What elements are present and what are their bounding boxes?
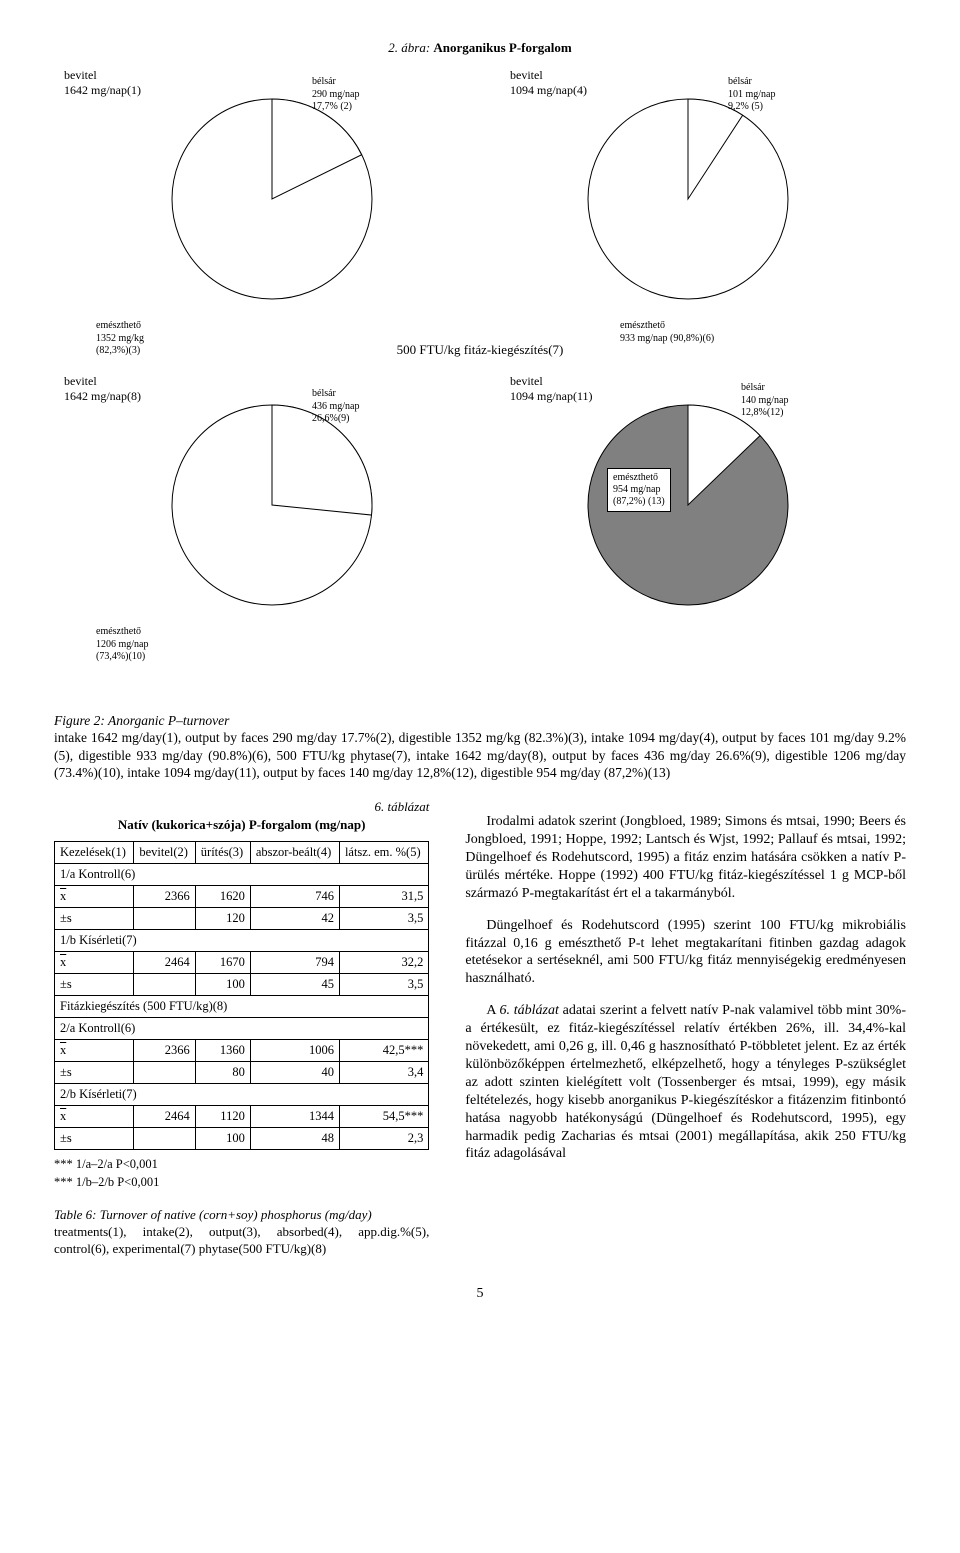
th-urites: ürítés(3): [195, 842, 250, 864]
table-eng-caption-body: treatments(1), intake(2), output(3), abs…: [54, 1224, 429, 1256]
pie1-slice-label: bélsár290 mg/nap17,7% (2): [312, 76, 360, 114]
pie1-svg: [157, 84, 387, 314]
figure-title: 2. ábra: Anorganikus P-forgalom: [54, 40, 906, 56]
figure-eng-caption-body: intake 1642 mg/day(1), output by faces 2…: [54, 730, 906, 780]
group-2b: 2/b Kísérleti(7): [55, 1084, 429, 1106]
pie1-top-label: bevitel1642 mg/nap(1): [64, 68, 141, 98]
pie-row-2: bevitel1642 mg/nap(8) bélsár436 mg/nap26…: [54, 368, 906, 620]
table-row: x 2464 1670 794 32,2: [55, 952, 429, 974]
table-eng-caption: Table 6: Turnover of native (corn+soy) p…: [54, 1207, 429, 1258]
th-bevitel: bevitel(2): [134, 842, 195, 864]
pie-block-4: bevitel1094 mg/nap(11) bélsár140 mg/nap1…: [480, 368, 896, 620]
table-row: 2/b Kísérleti(7): [55, 1084, 429, 1106]
table-caption-num: 6. táblázat: [54, 799, 429, 815]
pie3-top-label: bevitel1642 mg/nap(8): [64, 374, 141, 404]
right-para-2-rest: adatai szerint a felvett natív P-nak val…: [465, 1003, 906, 1161]
two-column-section: 6. táblázat Natív (kukorica+szója) P-for…: [54, 799, 906, 1258]
page-number: 5: [54, 1286, 906, 1302]
pie-block-3: bevitel1642 mg/nap(8) bélsár436 mg/nap26…: [64, 368, 480, 620]
pie-block-2: bevitel1094 mg/nap(4) bélsár101 mg/nap9,…: [480, 62, 896, 314]
right-para-2-ital: 6. táblázat: [499, 1003, 558, 1018]
pie2-svg: [573, 84, 803, 314]
right-para-2: A 6. táblázat adatai szerint a felvett n…: [465, 1002, 906, 1163]
table-row: ±s 100 48 2,3: [55, 1128, 429, 1150]
th-abszor: abszor-beált(4): [250, 842, 339, 864]
table-header-row: Kezelések(1) bevitel(2) ürítés(3) abszor…: [55, 842, 429, 864]
sig-note-2: *** 1/b–2/b P<0,001: [54, 1174, 429, 1192]
sig-note-1: *** 1/a–2/a P<0,001: [54, 1156, 429, 1174]
pie4-wrap: bélsár140 mg/nap12,8%(12) emészthető954 …: [573, 390, 803, 620]
right-para-1a: Irodalmi adatok szerint (Jongbloed, 1989…: [465, 813, 906, 903]
right-para-1b: Düngelhoef és Rodehutscord (1995) szerin…: [465, 917, 906, 989]
pie2-wrap: bélsár101 mg/nap9,2% (5): [573, 84, 803, 314]
group-mid: Fitázkiegészítés (500 FTU/kg)(8): [55, 996, 429, 1018]
table-row: ±s 80 40 3,4: [55, 1062, 429, 1084]
pie1-wrap: bélsár290 mg/nap17,7% (2): [157, 84, 387, 314]
pie2-big-label: emészthető933 mg/nap (90,8%)(6): [620, 320, 820, 345]
left-column: 6. táblázat Natív (kukorica+szója) P-for…: [54, 799, 429, 1258]
table-eng-caption-title: Table 6: Turnover of native (corn+soy) p…: [54, 1207, 372, 1222]
th-latsz: látsz. em. %(5): [339, 842, 428, 864]
figure-eng-caption: Figure 2: Anorganic P–turnover intake 16…: [54, 712, 906, 781]
sig-notes: *** 1/a–2/a P<0,001 *** 1/b–2/b P<0,001: [54, 1156, 429, 1191]
pie-row-1: bevitel1642 mg/nap(1) bélsár290 mg/nap17…: [54, 62, 906, 314]
table-row: 2/a Kontroll(6): [55, 1018, 429, 1040]
table-row: 1/a Kontroll(6): [55, 864, 429, 886]
figure-title-bold: Anorganikus P-forgalom: [433, 40, 571, 55]
right-para-2-prefix: A: [486, 1003, 499, 1018]
table-caption-title: Natív (kukorica+szója) P-forgalom (mg/na…: [54, 817, 429, 833]
table-6: Kezelések(1) bevitel(2) ürítés(3) abszor…: [54, 841, 429, 1150]
table-row: x 2366 1360 1006 42,5***: [55, 1040, 429, 1062]
table-row: x 2464 1120 1344 54,5***: [55, 1106, 429, 1128]
table-row: ±s 100 45 3,5: [55, 974, 429, 996]
table-row: ±s 120 42 3,5: [55, 908, 429, 930]
pie3-slice-label: bélsár436 mg/nap26,6%(9): [312, 388, 360, 426]
table-row: Fitázkiegészítés (500 FTU/kg)(8): [55, 996, 429, 1018]
table-row: x 2366 1620 746 31,5: [55, 886, 429, 908]
pie4-slice-label: bélsár140 mg/nap12,8%(12): [741, 382, 789, 420]
group-2a: 2/a Kontroll(6): [55, 1018, 429, 1040]
group-1a: 1/a Kontroll(6): [55, 864, 429, 886]
right-column: Irodalmi adatok szerint (Jongbloed, 1989…: [465, 799, 906, 1258]
figure-title-prefix: 2. ábra:: [388, 40, 433, 55]
pie2-slice-label: bélsár101 mg/nap9,2% (5): [728, 76, 776, 114]
pie-block-1: bevitel1642 mg/nap(1) bélsár290 mg/nap17…: [64, 62, 480, 314]
pie4-big-label: emészthető954 mg/nap(87,2%) (13): [607, 468, 671, 512]
th-kezelesek: Kezelések(1): [55, 842, 134, 864]
table-row: 1/b Kísérleti(7): [55, 930, 429, 952]
pie1-big-label: emészthető1352 mg/kg(82,3%)(3): [96, 320, 144, 358]
pie3-big-label: emészthető1206 mg/nap(73,4%)(10): [96, 626, 149, 664]
pie3-wrap: bélsár436 mg/nap26,6%(9): [157, 390, 387, 620]
group-1b: 1/b Kísérleti(7): [55, 930, 429, 952]
figure-eng-caption-title: Figure 2: Anorganic P–turnover: [54, 713, 229, 728]
